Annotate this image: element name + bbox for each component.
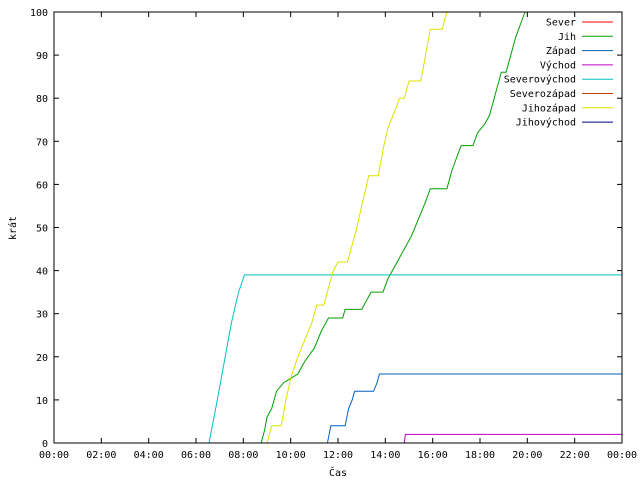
ticks: 0 10 20 30 40 50 60 70 80 90 100 00:00 02:00 04:00 06:… [30, 8, 637, 461]
legend-label: Jih [558, 32, 576, 43]
y-axis-label: krát [7, 216, 19, 240]
x-tick-label: 06:00 [181, 450, 211, 461]
x-tick-label: 22:00 [560, 450, 590, 461]
legend-label: Východ [540, 59, 576, 71]
legend-label: Jihovýchod [516, 117, 576, 129]
y-tick-label: 60 [36, 180, 48, 191]
legend-label: Sever [546, 18, 576, 29]
y-tick-label: 70 [36, 137, 48, 148]
x-tick-label: 08:00 [228, 450, 258, 461]
y-tick-label: 50 [36, 224, 48, 235]
x-tick-label: 02:00 [86, 450, 116, 461]
series-line [54, 373, 622, 444]
x-tick-label: 00:00 [607, 450, 637, 461]
legend-label: Jihozápad [522, 102, 576, 114]
legend-label: Severozápad [510, 88, 576, 100]
x-tick-label: 04:00 [134, 450, 164, 461]
x-tick-label: 20:00 [512, 450, 542, 461]
series-line [54, 11, 448, 444]
x-axis-label: Čas [329, 466, 347, 479]
x-tick-label: 18:00 [465, 450, 495, 461]
y-tick-label: 40 [36, 267, 48, 278]
y-tick-label: 90 [36, 51, 48, 62]
x-tick-label: 10:00 [276, 450, 306, 461]
x-tick-label: 00:00 [39, 450, 69, 461]
y-tick-label: 100 [30, 8, 48, 19]
x-tick-label: 12:00 [323, 450, 353, 461]
legend-label: Západ [546, 45, 576, 57]
y-tick-label: 10 [36, 396, 48, 407]
x-tick-label: 14:00 [370, 450, 400, 461]
y-tick-label: 0 [42, 439, 48, 450]
legend-label: Severovýchod [504, 74, 576, 86]
y-tick-label: 30 [36, 310, 48, 321]
series-line [54, 274, 622, 444]
y-tick-label: 20 [36, 353, 48, 364]
y-tick-label: 80 [36, 94, 48, 105]
x-tick-label: 16:00 [418, 450, 448, 461]
series-line [54, 11, 526, 444]
legend: Sever Jih Západ Východ Severovýchod Severozáp… [504, 18, 613, 129]
